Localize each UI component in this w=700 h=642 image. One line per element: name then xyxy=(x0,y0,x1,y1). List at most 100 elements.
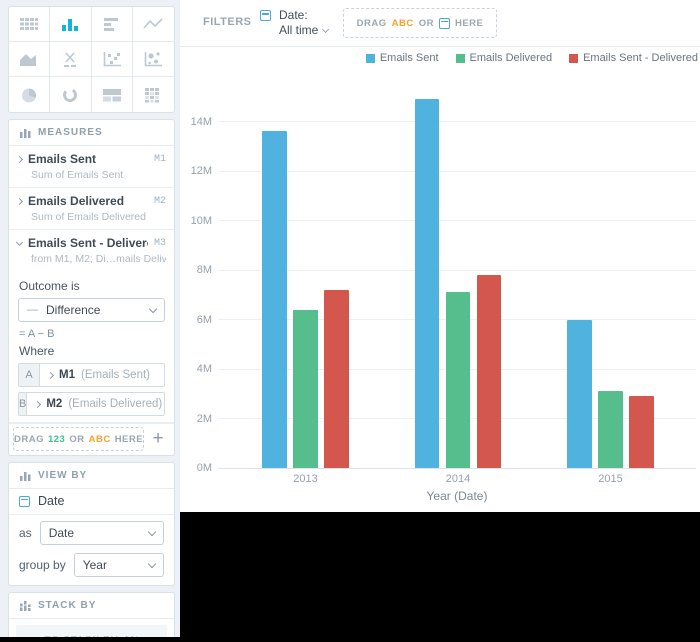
bar-emails-sent-2014[interactable] xyxy=(414,99,440,468)
chevron-right-icon xyxy=(15,197,24,205)
gridline xyxy=(218,269,696,271)
view-by-icon xyxy=(20,471,31,481)
as-value: Date xyxy=(48,526,75,540)
viz-type-line-chart[interactable] xyxy=(132,7,174,42)
measure-subtitle: Sum of Emails Sent xyxy=(31,169,124,181)
bubble-chart-icon xyxy=(145,52,163,67)
chevron-down-icon xyxy=(15,238,24,246)
date-dimension-select[interactable]: Date xyxy=(39,521,164,545)
viz-type-scatter-plot[interactable] xyxy=(91,42,133,77)
drop-zone-text: DRAG xyxy=(14,433,44,445)
date-filter-value: All time xyxy=(279,23,330,38)
bar-emails-sent-2013[interactable] xyxy=(262,131,287,468)
measure-item-emails-sent[interactable]: Emails Sent M1 Sum of Emails Sent xyxy=(9,146,174,188)
numeric-token: 123 xyxy=(47,433,66,445)
measure-subtitle: Sum of Emails Delivered xyxy=(31,211,146,223)
viz-type-bubble-chart[interactable] xyxy=(132,42,174,77)
legend-item-emails-delivered[interactable]: Emails Delivered xyxy=(455,52,552,64)
legend-swatch xyxy=(365,53,375,63)
viz-type-table[interactable] xyxy=(9,7,51,42)
legend-label: Emails Sent xyxy=(379,52,439,64)
operand-ref: M2 xyxy=(46,398,63,410)
bar-emails-delivered-2013[interactable] xyxy=(293,309,318,468)
measure-title: Emails Sent - Delivered xyxy=(28,236,148,250)
y-axis-tick-label: 12M xyxy=(190,165,212,177)
operand-a[interactable]: A M1 (Emails Sent) xyxy=(18,363,165,387)
visualization-picker xyxy=(8,6,175,113)
difference-operator-icon: — xyxy=(27,304,38,316)
viz-type-heatmap[interactable] xyxy=(133,77,174,112)
calendar-icon xyxy=(19,495,30,507)
bar-chart-icon xyxy=(103,18,118,31)
operand-ref: M1 xyxy=(59,369,75,381)
chevron-right-icon xyxy=(34,400,42,408)
outcome-label: Outcome is xyxy=(19,279,80,293)
operand-desc: (Emails Delivered) xyxy=(68,398,163,410)
legend-label: Emails Sent - Delivered xyxy=(583,52,698,64)
measure-subtitle: from M1, M2; Di…mails Delivered xyxy=(31,253,166,265)
x-axis-title: Year (Date) xyxy=(426,489,488,503)
viz-type-column-chart-selected[interactable] xyxy=(50,7,92,42)
donut-chart-icon xyxy=(63,87,78,102)
operand-desc: (Emails Sent) xyxy=(80,369,151,381)
measure-drop-zone[interactable]: DRAG 123 OR ABC HERE xyxy=(13,427,145,451)
table-icon xyxy=(20,18,39,30)
chevron-down-icon xyxy=(148,304,158,313)
scatter-plot-icon xyxy=(103,52,121,67)
measure-tag: M1 xyxy=(153,153,166,165)
text-token: ABC xyxy=(391,17,414,29)
outcome-select[interactable]: — Difference xyxy=(18,298,165,322)
measures-section: MEASURES Emails Sent M1 Sum of Emails Se… xyxy=(8,119,175,456)
viz-type-pie-chart[interactable] xyxy=(9,77,51,112)
drop-zone-text: HERE xyxy=(114,433,144,445)
y-axis-tick-label: 6M xyxy=(196,313,212,326)
add-measure-button[interactable]: + xyxy=(152,428,164,449)
viz-type-donut-chart[interactable] xyxy=(50,77,92,112)
bar-emails-sent-2015[interactable] xyxy=(567,319,592,468)
view-by-item-date[interactable]: Date xyxy=(9,489,174,515)
stack-by-icon xyxy=(20,600,31,611)
measure-item-emails-delivered[interactable]: Emails Delivered M2 Sum of Emails Delive… xyxy=(9,188,174,230)
operand-badge: A xyxy=(19,364,40,386)
line-chart-icon xyxy=(143,18,163,29)
filter-drop-zone[interactable]: DRAG ABC OR HERE xyxy=(343,8,497,38)
stack-by-section: STACK BY TO STACK BY, AN INSIGHT CAN HAV… xyxy=(8,592,175,637)
chart-legend: Emails Sent Emails Delivered Emails Sent -… xyxy=(365,52,698,64)
bar-emails-sent-delivered-2014[interactable] xyxy=(476,274,502,468)
measure-title: Emails Delivered xyxy=(28,194,125,208)
canvas-area: FILTERS Date: All time DRAG ABC OR HERE … xyxy=(180,0,700,512)
drop-zone-text: HERE xyxy=(454,17,484,29)
calendar-icon xyxy=(260,10,271,21)
operand-badge: B xyxy=(19,393,28,415)
viz-type-treemap[interactable] xyxy=(92,77,133,112)
drop-zone-text: OR xyxy=(69,433,85,445)
legend-item-emails-sent[interactable]: Emails Sent xyxy=(365,52,439,64)
bar-emails-delivered-2015[interactable] xyxy=(598,391,623,468)
as-label: as xyxy=(19,526,32,540)
viz-type-bar-chart[interactable] xyxy=(91,7,133,42)
bar-emails-delivered-2014[interactable] xyxy=(445,292,471,468)
granularity-select[interactable]: Year xyxy=(73,553,164,577)
gridline xyxy=(218,170,696,172)
text-token: ABC xyxy=(88,433,111,445)
area-chart-icon xyxy=(20,54,37,66)
y-axis-tick-label: 2M xyxy=(196,412,212,425)
bar-emails-sent-delivered-2015[interactable] xyxy=(629,396,654,468)
viz-type-headline[interactable] xyxy=(50,42,92,77)
y-axis-tick-label: 14M xyxy=(190,115,212,128)
bar-emails-sent-delivered-2013[interactable] xyxy=(324,289,349,468)
date-filter-value-text: All time xyxy=(279,23,319,37)
group-by-value: Year xyxy=(82,558,107,572)
legend-item-emails-sent-delivered[interactable]: Emails Sent - Delivered xyxy=(569,52,698,64)
drop-zone-text: DRAG xyxy=(356,17,387,29)
x-axis-tick-label: 2015 xyxy=(598,473,623,485)
y-axis-tick-label: 0M xyxy=(196,462,212,474)
filter-bar: FILTERS Date: All time DRAG ABC OR HERE xyxy=(180,0,700,47)
outcome-value: Difference xyxy=(46,303,101,317)
date-filter[interactable]: Date: All time xyxy=(260,8,330,38)
calendar-icon xyxy=(438,17,450,29)
measure-item-emails-sent-delivered[interactable]: Emails Sent - Delivered M3 from M1, M2; … xyxy=(9,230,174,271)
viz-type-area-chart[interactable] xyxy=(9,42,51,77)
operand-b[interactable]: B M2 (Emails Delivered) xyxy=(18,392,165,416)
stack-by-header-label: STACK BY xyxy=(38,600,97,611)
